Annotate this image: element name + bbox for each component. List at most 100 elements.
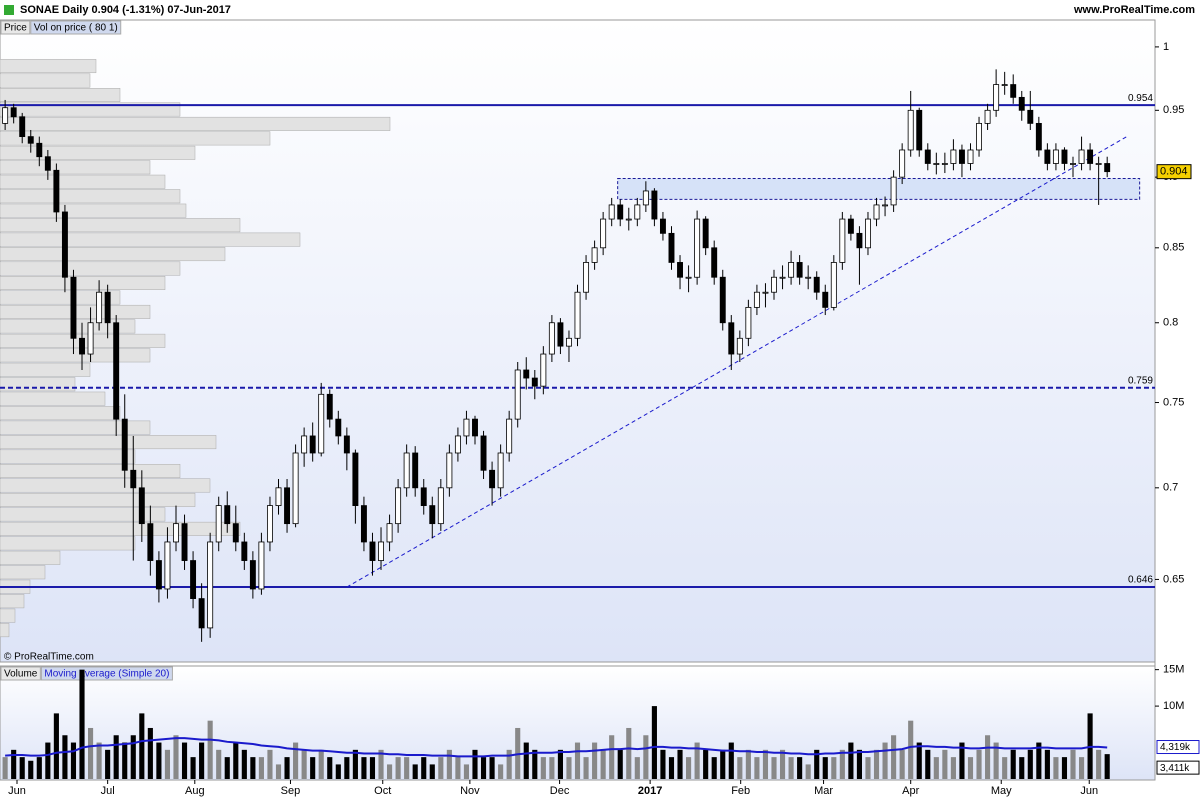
volume-bar <box>728 742 734 779</box>
volume-bar <box>711 757 717 779</box>
volume-bar <box>412 764 418 779</box>
candle-body <box>779 276 786 279</box>
volume-bar <box>275 764 282 779</box>
y-tick-label: 15M <box>1163 664 1184 676</box>
ma-last-label-box <box>1156 740 1200 755</box>
volume-bar <box>241 749 247 779</box>
profile-bar <box>0 276 166 290</box>
tab-box <box>30 20 122 35</box>
volume-last-label-box <box>1156 760 1200 775</box>
x-tick-label: Dec <box>550 785 570 797</box>
candle-body <box>873 204 880 220</box>
volume-bar <box>677 749 683 779</box>
moving-average-line <box>5 737 1108 758</box>
candle-body <box>121 418 128 471</box>
y-tick-label: 0.75 <box>1163 396 1184 408</box>
volume-bar <box>660 749 666 779</box>
volume-bar <box>404 757 410 779</box>
volume-bar <box>498 764 504 779</box>
candle-body <box>164 541 171 590</box>
candle-body <box>369 541 376 561</box>
candle-body <box>557 322 564 347</box>
volume-bar <box>1044 749 1050 779</box>
volume-bar <box>1027 749 1033 779</box>
volume-bar <box>489 757 495 779</box>
x-tick-label: Nov <box>460 785 480 797</box>
candle-body <box>360 505 367 543</box>
candle-body <box>847 218 854 234</box>
level-label: 0.759 <box>1128 375 1153 386</box>
candle-body <box>301 435 308 454</box>
volume-bar <box>335 764 341 779</box>
candle-body <box>224 505 231 525</box>
volume-bar <box>463 764 470 779</box>
profile-bar <box>0 536 136 551</box>
x-tick-label: Sep <box>281 785 301 797</box>
candle-body <box>822 291 829 308</box>
candle-body <box>1018 96 1025 111</box>
site: www.ProRealTime.com <box>1073 4 1195 16</box>
tab-box <box>0 20 31 35</box>
last-price-box <box>1156 164 1192 180</box>
tab-box <box>40 666 173 681</box>
candle-body <box>275 487 282 507</box>
candle-body <box>805 276 812 279</box>
volume-bar <box>1010 749 1016 779</box>
candle-body <box>497 452 504 489</box>
candle-body <box>882 204 889 207</box>
header-bar <box>0 0 1200 20</box>
volume-bar <box>737 757 743 779</box>
candle-body <box>668 232 675 263</box>
volume-bar <box>908 720 914 779</box>
candle-body <box>890 176 897 206</box>
candle-body <box>10 107 17 118</box>
volume-bar <box>694 742 700 779</box>
profile-bar <box>0 232 301 247</box>
volume-bar <box>130 735 136 779</box>
profile-bar <box>0 218 241 233</box>
candle-body <box>207 541 214 629</box>
volume-bar <box>1096 749 1102 779</box>
candle-body <box>258 541 265 590</box>
candle-body <box>326 393 333 420</box>
candle-body <box>531 377 538 387</box>
x-tick-label: Aug <box>185 785 205 797</box>
candle-body <box>625 218 632 221</box>
candle-body <box>591 247 598 263</box>
candle-body <box>489 469 496 489</box>
candle-body <box>420 487 427 507</box>
profile-bar <box>0 391 106 406</box>
volume-bar <box>566 757 572 779</box>
volume-bar <box>950 757 956 779</box>
candle-body <box>147 523 154 561</box>
candle-body <box>958 149 965 164</box>
profile-bar <box>0 449 136 464</box>
volume-bar <box>79 669 85 779</box>
y-tick-label: 0.85 <box>1163 242 1184 254</box>
volume-bar <box>267 749 273 779</box>
level-label: 0.646 <box>1128 575 1153 586</box>
volume-bar <box>224 757 230 779</box>
volume-bar <box>284 757 290 779</box>
volume-bar <box>369 757 376 779</box>
profile-bar <box>0 116 391 131</box>
volume-last-label: 3,411k <box>1160 763 1190 774</box>
candle-body <box>540 353 547 387</box>
volume-bar <box>344 757 350 779</box>
profile-bar <box>0 174 166 189</box>
support-zone <box>617 178 1141 200</box>
candle-body <box>856 232 863 249</box>
y-tick-label: 10M <box>1163 700 1184 712</box>
candle-body <box>796 262 803 278</box>
panel-tab: Volume <box>4 669 38 680</box>
profile-bar <box>0 478 211 493</box>
panel-tab: Price <box>4 23 27 34</box>
candle-body <box>933 163 940 165</box>
candle-body <box>241 541 248 561</box>
candle-body <box>446 452 453 489</box>
volume-bar <box>122 742 128 779</box>
candle-body <box>232 523 239 543</box>
candle-body <box>1044 149 1051 164</box>
volume-bar <box>822 757 828 779</box>
candle-body <box>753 291 760 308</box>
